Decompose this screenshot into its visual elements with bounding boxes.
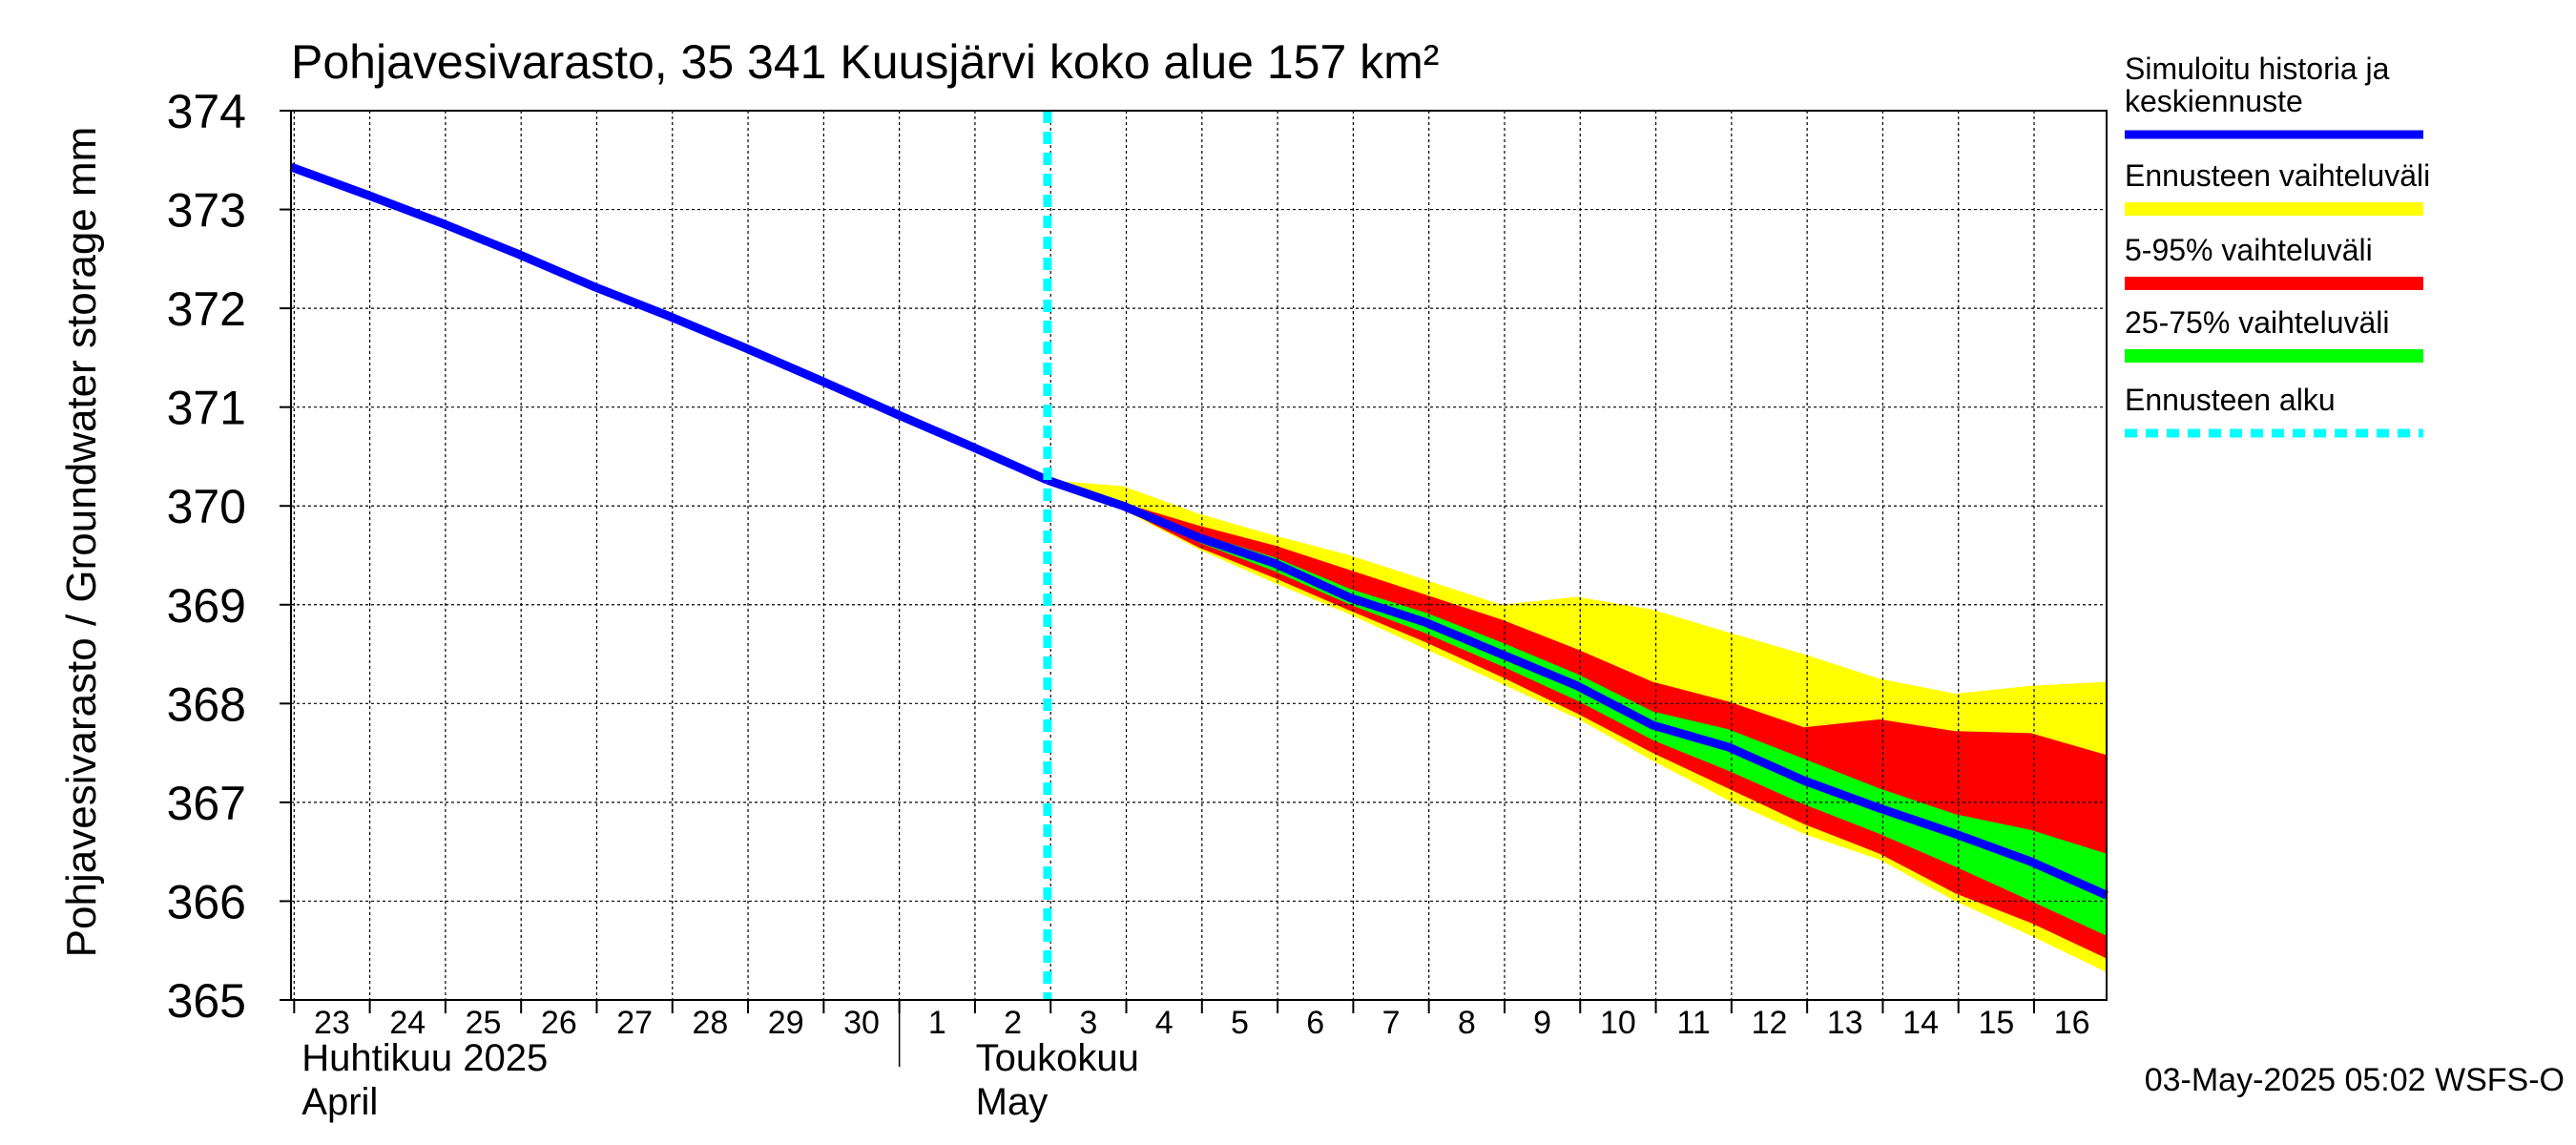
data-lines xyxy=(289,111,2109,1000)
month-label-en: May xyxy=(976,1081,1049,1123)
band-5-95 xyxy=(1047,480,2107,959)
forecast-bands xyxy=(1047,480,2107,972)
legend-label: Ennusteen alku xyxy=(2125,383,2336,417)
legend-label: Simuloitu historia ja xyxy=(2125,52,2390,86)
footer-timestamp: 03-May-2025 05:02 WSFS-O xyxy=(2145,1062,2565,1098)
legend-label: 5-95% vaihteluväli xyxy=(2125,233,2373,267)
x-tick-label: 28 xyxy=(692,1005,728,1041)
y-tick-label: 368 xyxy=(167,677,246,731)
y-tick-label: 369 xyxy=(167,579,246,633)
band-forecast-range xyxy=(1047,480,2107,972)
x-tick-label: 10 xyxy=(1600,1005,1636,1041)
x-tick-label: 1 xyxy=(928,1005,946,1041)
x-tick-label: 24 xyxy=(389,1005,426,1041)
month-label-en: April xyxy=(301,1081,378,1123)
x-tick-label: 29 xyxy=(768,1005,804,1041)
median-forecast-line xyxy=(1046,476,2109,900)
x-tick-label: 9 xyxy=(1533,1005,1551,1041)
x-tick-label: 8 xyxy=(1458,1005,1476,1041)
x-tick-label: 11 xyxy=(1677,1005,1711,1041)
x-tick-label: 6 xyxy=(1306,1005,1324,1041)
x-tick-label: 14 xyxy=(1902,1005,1939,1041)
month-label-fi: Toukokuu xyxy=(976,1037,1139,1079)
y-tick-label: 370 xyxy=(167,480,246,533)
y-axis-ticks: 365 366 367 368 369 370 371 372 373 374 xyxy=(167,85,291,1028)
y-tick-label: 374 xyxy=(167,85,246,138)
y-tick-label: 373 xyxy=(167,184,246,238)
y-tick-label: 366 xyxy=(167,875,246,928)
y-tick-label: 372 xyxy=(167,282,246,336)
x-axis-ticks: 23 24 25 26 27 28 29 30 1 2 3 4 5 6 7 8 9 10 11 12 13 14 15 16 xyxy=(293,1000,2090,1041)
x-tick-label: 3 xyxy=(1079,1005,1097,1041)
grid xyxy=(291,110,2107,1001)
plot-frame xyxy=(290,110,2108,1001)
x-tick-label: 27 xyxy=(616,1005,653,1041)
x-tick-label: 15 xyxy=(1978,1005,2014,1041)
x-tick-label: 13 xyxy=(1827,1005,1863,1041)
legend-label: 25-75% vaihteluväli xyxy=(2125,305,2390,340)
legend-label: Ennusteen vaihteluväli xyxy=(2125,158,2430,193)
x-tick-label: 12 xyxy=(1752,1005,1788,1041)
history-line xyxy=(289,162,1049,485)
x-tick-label: 26 xyxy=(541,1005,577,1041)
y-tick-label: 371 xyxy=(167,382,246,435)
y-tick-label: 367 xyxy=(167,777,246,830)
legend-label: keskiennuste xyxy=(2125,84,2303,118)
y-axis-label: Pohjavesivarasto / Groundwater storage m… xyxy=(58,127,105,958)
x-tick-label: 23 xyxy=(314,1005,350,1041)
x-tick-label: 7 xyxy=(1382,1005,1401,1041)
x-tick-label: 30 xyxy=(843,1005,880,1041)
month-label-fi: Huhtikuu 2025 xyxy=(301,1037,548,1079)
x-tick-label: 25 xyxy=(466,1005,502,1041)
y-tick-label: 365 xyxy=(167,974,246,1028)
chart-title: Pohjavesivarasto, 35 341 Kuusjärvi koko … xyxy=(291,35,1439,89)
x-tick-label: 16 xyxy=(2054,1005,2090,1041)
x-tick-label: 5 xyxy=(1231,1005,1249,1041)
x-tick-label: 4 xyxy=(1155,1005,1174,1041)
x-tick-label: 2 xyxy=(1004,1005,1022,1041)
